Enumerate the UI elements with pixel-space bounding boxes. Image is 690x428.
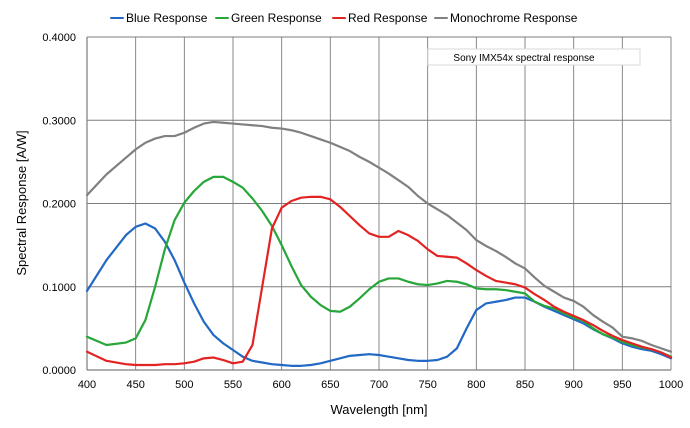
- x-tick-label: 950: [613, 379, 631, 391]
- legend-item: Monochrome Response: [434, 11, 578, 25]
- series-line: [85, 195, 673, 367]
- x-tick-label: 600: [272, 379, 290, 391]
- y-axis-title: Spectral Response [A/W]: [14, 130, 29, 275]
- series-line: [85, 120, 673, 353]
- x-tick-label: 750: [418, 379, 436, 391]
- legend-label: Green Response: [231, 11, 322, 25]
- y-tick-label: 0.4000: [42, 32, 76, 44]
- y-tick-label: 0.2000: [42, 199, 76, 211]
- x-tick-label: 700: [370, 379, 388, 391]
- legend-label: Red Response: [348, 11, 428, 25]
- series-line: [85, 222, 673, 367]
- x-axis-title: Wavelength [nm]: [330, 402, 427, 417]
- axis-layer: 400 450 500 550 600 650 700 750 800 850 900 950 1000…: [42, 32, 683, 391]
- x-tick-label: 650: [321, 379, 339, 391]
- legend-label: Blue Response: [126, 11, 208, 25]
- x-tick-label: 900: [564, 379, 582, 391]
- annotation-layer: Sony IMX54x spectral response: [427, 48, 641, 66]
- y-tick-label: 0.1000: [42, 282, 76, 294]
- annotation-text: Sony IMX54x spectral response: [453, 53, 595, 64]
- x-tick-label: 450: [126, 379, 144, 391]
- x-tick-label: 500: [175, 379, 193, 391]
- x-tick-label: 1000: [659, 379, 683, 391]
- legend-item: Blue Response: [110, 11, 208, 25]
- y-tick-label: 0.0000: [42, 365, 76, 377]
- series-layer: [85, 120, 673, 367]
- series-line: [85, 175, 673, 358]
- y-tick-label: 0.3000: [42, 115, 76, 127]
- legend-label: Monochrome Response: [450, 11, 578, 25]
- annotation-box: [427, 48, 641, 66]
- x-tick-label: 400: [78, 379, 96, 391]
- legend: Blue Response Green Response Red Response M…: [110, 11, 578, 25]
- x-tick-label: 800: [467, 379, 485, 391]
- legend-item: Red Response: [332, 11, 428, 25]
- x-tick-label: 850: [516, 379, 534, 391]
- legend-item: Green Response: [215, 11, 322, 25]
- x-tick-label: 550: [224, 379, 242, 391]
